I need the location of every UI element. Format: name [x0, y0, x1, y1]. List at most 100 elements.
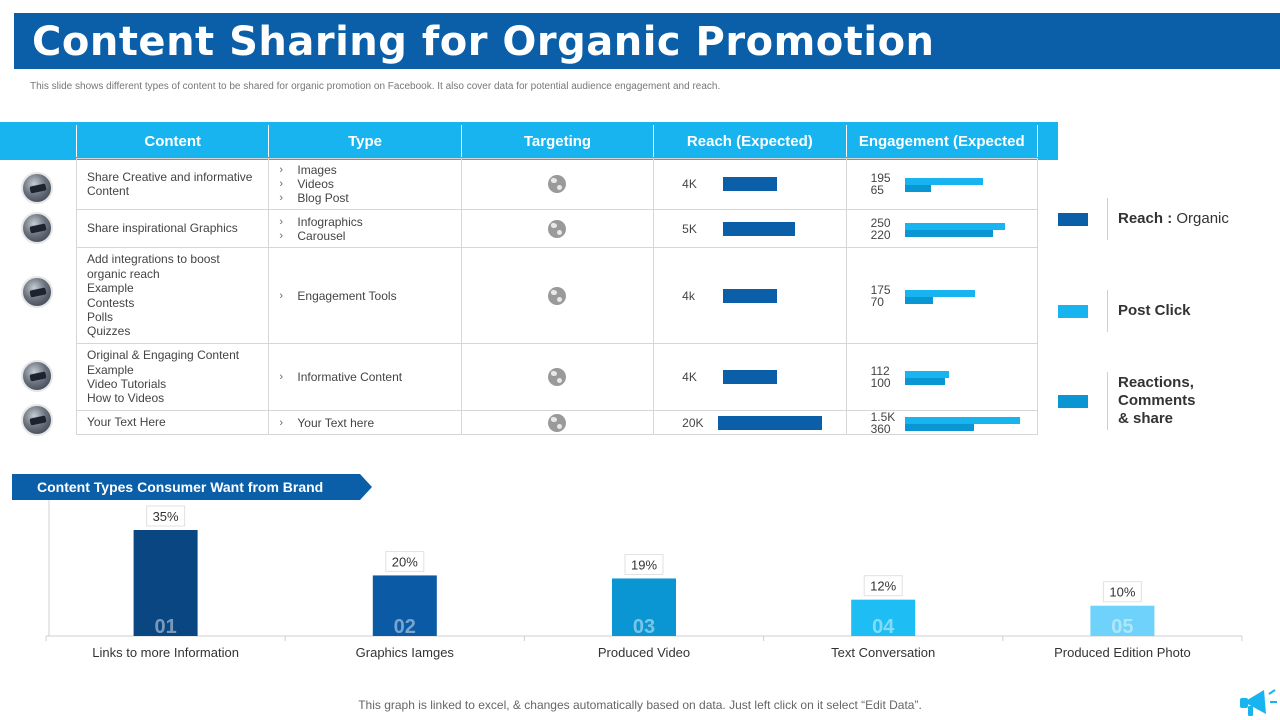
- content-line: Video Tutorials: [87, 377, 167, 391]
- engagement-value: 175: [870, 282, 891, 297]
- globe-icon: [548, 368, 567, 386]
- table-header-band: [0, 122, 1058, 160]
- bar-number: 02: [394, 616, 416, 638]
- reach-value: 20K: [682, 415, 704, 430]
- reach-bar: [723, 370, 778, 384]
- engagement-bar: [904, 371, 950, 378]
- table-row: Your Text Here › Your Text here 20K 1.5K 360: [76, 411, 1038, 435]
- engagement-value: 1.5K: [870, 410, 896, 424]
- type-cell: › Engagement Tools: [268, 248, 460, 343]
- engagement-line: 195: [847, 171, 1037, 185]
- chevron-right-icon: ›: [279, 215, 284, 228]
- content-line: organic reach: [87, 266, 160, 281]
- legend-item: Reactions, Comments & share: [1058, 372, 1208, 430]
- content-line: Content: [87, 184, 130, 198]
- bar: [851, 599, 916, 636]
- engagement-bar: [904, 296, 933, 304]
- reach-cell: 20K: [653, 411, 845, 434]
- type-cell: › Informative Content: [268, 344, 460, 410]
- engagement-line: 175: [847, 282, 1037, 297]
- engagement-value: 70: [870, 294, 884, 309]
- type-label: Engagement Tools: [297, 288, 397, 303]
- reach-cell: 5K: [653, 210, 845, 247]
- reach-cell: 4K: [653, 159, 845, 209]
- chevron-right-icon: ›: [279, 416, 284, 429]
- content-cell: Original & Engaging Content Example Video …: [76, 344, 268, 410]
- reach-bar: [723, 288, 778, 303]
- content-line: Add integrations to boost: [87, 252, 220, 267]
- table-row: Share inspirational Graphics › Infographic…: [76, 210, 1038, 248]
- chevron-right-icon: ›: [279, 192, 284, 204]
- legend-swatch: [1058, 394, 1088, 408]
- engagement-bar: [904, 222, 1005, 230]
- x-tick-label: Produced Edition Photo: [1054, 645, 1191, 660]
- type-item: › Videos: [279, 177, 460, 191]
- reach-value: 4K: [682, 177, 697, 191]
- legend-divider: [1107, 290, 1108, 332]
- type-cell: › Infographics › Carousel: [268, 210, 460, 247]
- table-row: Original & Engaging Content Example Video …: [76, 344, 1038, 411]
- globe-icon: [548, 413, 567, 432]
- reach-bar: [723, 177, 778, 191]
- engagement-bar: [904, 178, 983, 185]
- column-header: Reach (Expected): [653, 125, 845, 157]
- legend-swatch: [1058, 304, 1088, 318]
- type-item: › Your Text here: [279, 416, 460, 430]
- content-cell: Add integrations to boost organic reach Ex…: [76, 248, 268, 343]
- chevron-right-icon: ›: [279, 229, 284, 242]
- bar: [372, 575, 437, 636]
- legend-divider: [1107, 198, 1108, 240]
- content-line: Share inspirational Graphics: [87, 221, 238, 236]
- engagement-line: 70: [847, 296, 1037, 308]
- engagement-line: 360: [847, 423, 1037, 435]
- content-line: Share Creative and informative: [87, 169, 253, 184]
- page-title: Content Sharing for Organic Promotion: [32, 19, 935, 65]
- type-item: › Infographics: [279, 215, 460, 229]
- avatar: [21, 276, 53, 308]
- engagement-cell: 175 70: [845, 248, 1038, 343]
- content-line: Example: [87, 362, 134, 377]
- engagement-bar: [904, 229, 993, 237]
- chevron-right-icon: ›: [279, 164, 284, 176]
- chevron-right-icon: ›: [279, 371, 284, 383]
- type-label: Infographics: [297, 214, 363, 229]
- table-row: Add integrations to boost organic reach Ex…: [76, 248, 1038, 344]
- content-line: Original & Engaging Content: [87, 348, 240, 363]
- type-label: Videos: [297, 177, 334, 191]
- legend-label: Reach : Organic: [1118, 210, 1229, 228]
- bar: [1090, 605, 1155, 636]
- content-cell: Share Creative and informative Content: [76, 159, 268, 209]
- data-label-box: [624, 553, 664, 575]
- table-header: Content Type Targeting Reach (Expected) Enga…: [76, 125, 1038, 157]
- chart-banner: Content Types Consumer Want from Brand: [12, 474, 372, 500]
- engagement-bar: [904, 378, 945, 385]
- engagement-value: 220: [870, 227, 891, 242]
- data-label-box: [863, 575, 903, 597]
- engagement-value: 195: [870, 171, 891, 185]
- avatar: [21, 404, 53, 436]
- reach-value: 4k: [682, 288, 695, 303]
- column-header: Content: [76, 125, 268, 157]
- reach-bar: [723, 221, 796, 236]
- legend-divider: [1107, 372, 1108, 430]
- page-subtitle: This slide shows different types of cont…: [30, 81, 721, 92]
- type-label: Blog Post: [297, 191, 349, 205]
- globe-icon: [548, 219, 567, 238]
- content-cell: Your Text Here: [76, 411, 268, 434]
- avatar: [21, 360, 53, 392]
- targeting-cell: [460, 344, 653, 410]
- legend-label-bold: Reactions, Comments & share: [1118, 374, 1196, 427]
- x-tick-label: Text Conversation: [831, 645, 935, 660]
- data-label: 35%: [153, 509, 179, 524]
- data-label: 10%: [1109, 585, 1135, 600]
- legend-item: Reach : Organic: [1058, 198, 1229, 240]
- bar: [612, 578, 676, 636]
- reach-value: 5K: [682, 221, 697, 236]
- engagement-line: 100: [847, 377, 1037, 389]
- engagement-bar: [904, 185, 931, 192]
- x-tick-label: Graphics Iamges: [356, 645, 455, 660]
- engagement-bar: [904, 417, 1020, 424]
- engagement-value: 360: [870, 421, 891, 436]
- column-header: Type: [268, 125, 460, 157]
- reach-value: 4K: [682, 370, 697, 384]
